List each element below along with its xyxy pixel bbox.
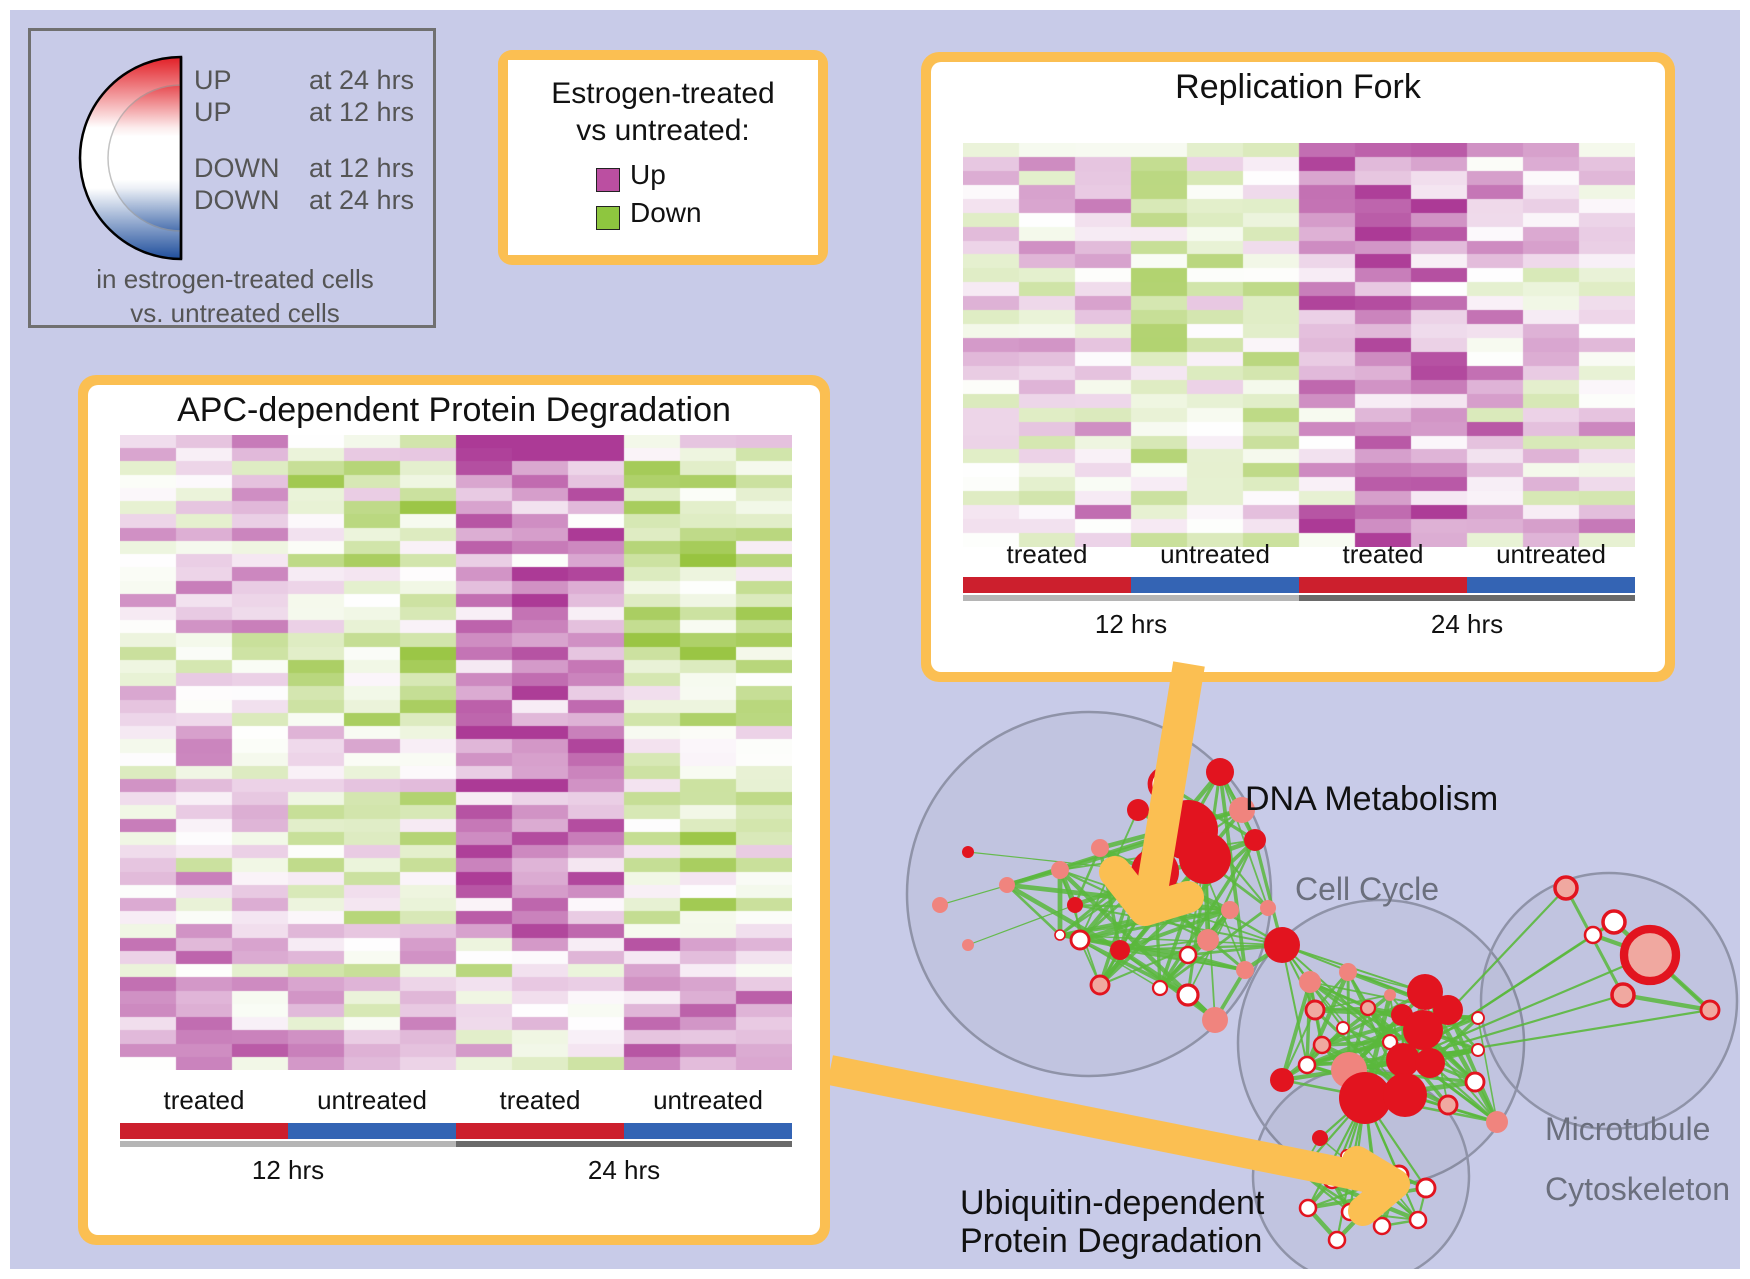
- svg-text:Ubiquitin-dependent: Ubiquitin-dependent: [960, 1184, 1265, 1222]
- svg-text:Cell Cycle: Cell Cycle: [1295, 871, 1439, 907]
- svg-text:DNA Metabolism: DNA Metabolism: [1245, 780, 1498, 818]
- svg-text:Cytoskeleton: Cytoskeleton: [1545, 1171, 1730, 1207]
- svg-text:Protein Degradation: Protein Degradation: [960, 1222, 1262, 1260]
- svg-text:Microtubule: Microtubule: [1545, 1111, 1710, 1147]
